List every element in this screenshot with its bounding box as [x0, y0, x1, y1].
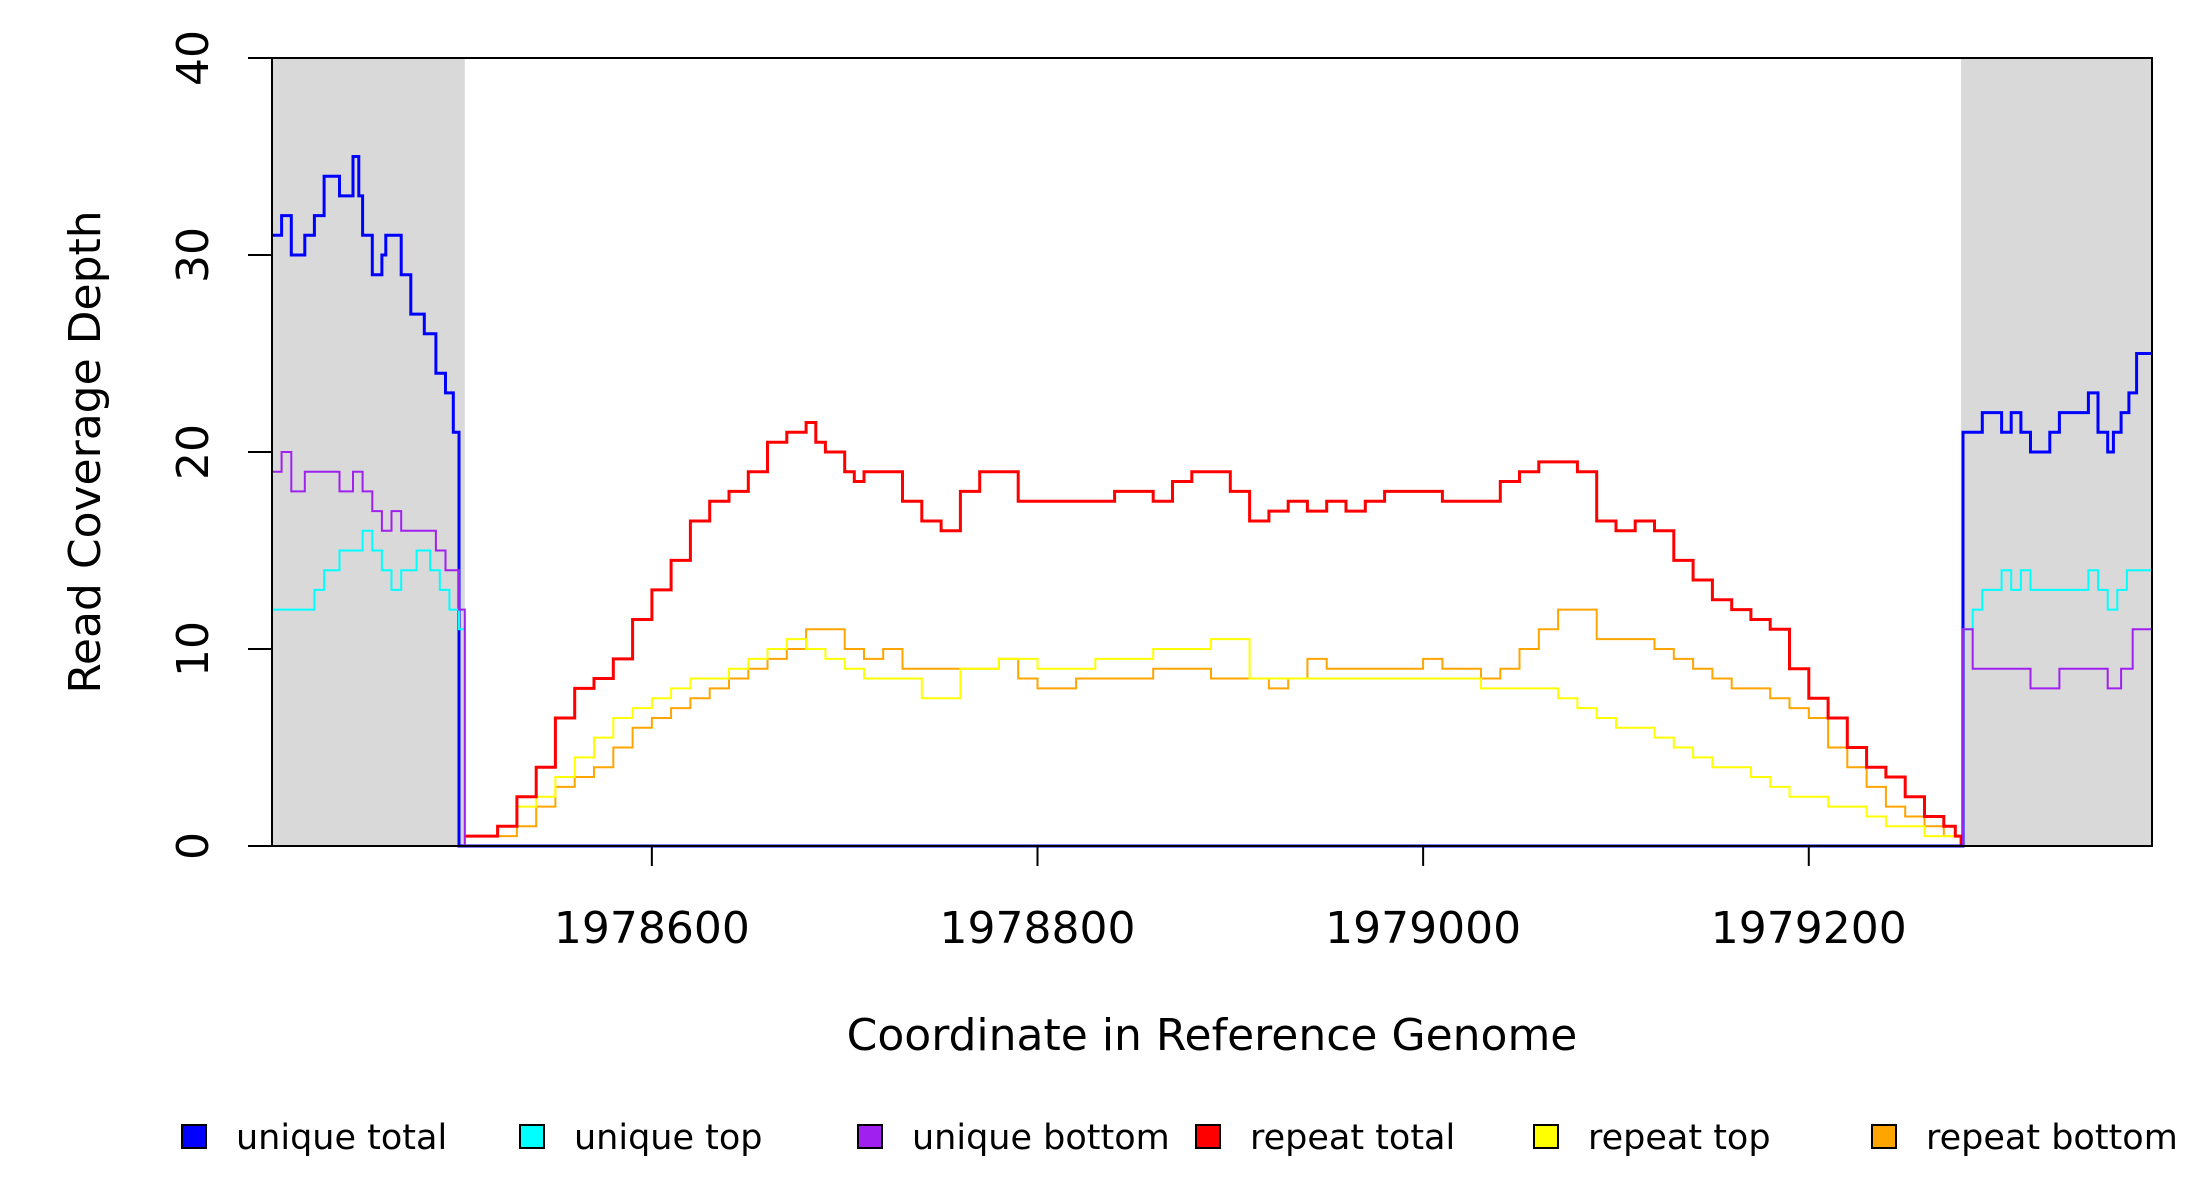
- y-axis: 0 10 20 30 40: [168, 30, 272, 860]
- legend-label: unique top: [574, 1118, 763, 1158]
- legend-label: repeat top: [1588, 1118, 1771, 1158]
- x-tick-label: 1979200: [1711, 903, 1907, 954]
- series-lines: [272, 155, 2153, 848]
- series-line-unique-top: [272, 529, 2152, 847]
- legend-swatch: [181, 1124, 207, 1149]
- y-tick-label: 30: [168, 227, 219, 283]
- x-axis-title: Coordinate in Reference Genome: [847, 1010, 1578, 1061]
- legend-label: repeat total: [1250, 1118, 1455, 1158]
- legend-swatch: [857, 1124, 883, 1149]
- legend-swatch: [1533, 1124, 1559, 1149]
- legend-label: unique bottom: [912, 1118, 1170, 1158]
- legend-swatch: [1871, 1124, 1897, 1149]
- legend: unique total unique top unique bottom repea…: [181, 1118, 2178, 1158]
- y-tick-label: 20: [168, 424, 219, 480]
- shaded-region: [272, 58, 465, 846]
- x-axis: 1978600 1978800 1979000 1979200: [554, 846, 1907, 954]
- shaded-region: [1961, 58, 2152, 846]
- y-tick-label: 40: [168, 30, 219, 86]
- series-line-unique-bottom: [272, 451, 2153, 847]
- legend-swatch: [1195, 1124, 1221, 1149]
- series-line-repeat-bottom: [464, 608, 1963, 846]
- x-tick-label: 1978800: [940, 903, 1136, 954]
- y-axis-title: Read Coverage Depth: [60, 210, 111, 693]
- series-line-repeat-total: [464, 421, 1963, 846]
- shaded-regions: [272, 58, 2152, 846]
- legend-swatch: [519, 1124, 545, 1149]
- y-tick-label: 10: [168, 621, 219, 677]
- series-line-repeat-top: [464, 638, 1963, 846]
- series-line-unique-total: [272, 155, 2152, 848]
- x-tick-label: 1979000: [1325, 903, 1521, 954]
- y-tick-label: 0: [168, 832, 219, 860]
- legend-label: unique total: [236, 1118, 447, 1158]
- legend-label: repeat bottom: [1926, 1118, 2178, 1158]
- x-tick-label: 1978600: [554, 903, 750, 954]
